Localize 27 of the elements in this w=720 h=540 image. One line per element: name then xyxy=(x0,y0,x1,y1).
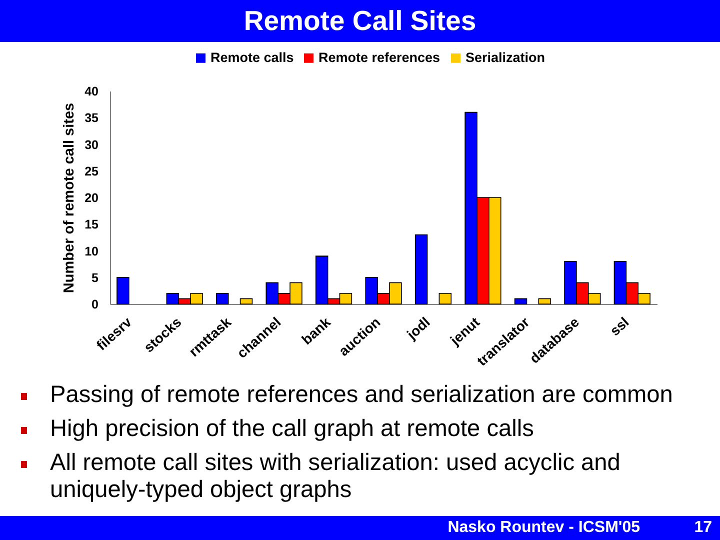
legend-label: Serialization xyxy=(466,50,546,66)
y-axis-title: Number of remote call sites xyxy=(62,102,78,294)
y-tick-label: 0 xyxy=(92,298,99,312)
y-tick-label: 35 xyxy=(84,111,99,126)
legend-label: Remote references xyxy=(318,50,440,66)
bar xyxy=(240,298,253,304)
bar xyxy=(438,292,452,304)
bar xyxy=(414,234,428,304)
y-tick-label: 15 xyxy=(84,218,99,232)
y-tick-label: 5 xyxy=(92,270,99,285)
y-tick-label: 25 xyxy=(84,164,99,178)
bar xyxy=(216,292,229,304)
bar xyxy=(514,298,528,304)
text: Passing of remote references and serialization are common xyxy=(50,382,673,408)
text: All remote call sites with serialization: used acyclic and uniquely-typed object graphs xyxy=(50,450,620,503)
y-tick-label: 10 xyxy=(84,244,99,258)
bar xyxy=(116,276,130,304)
y-tick-label: 30 xyxy=(84,138,99,152)
text: High precision of the call graph at remote calls xyxy=(50,416,534,442)
text: 17 xyxy=(694,518,712,538)
y-tick-label: 40 xyxy=(84,84,99,98)
legend-label: Remote calls xyxy=(210,50,294,66)
text: Nasko Rountev - ICSM'05 xyxy=(448,518,640,538)
y-tick-label: 20 xyxy=(84,191,99,205)
bar xyxy=(538,298,551,304)
chart-title: Remote Call Sites xyxy=(242,5,478,37)
x-tick-label: ssl xyxy=(606,314,632,339)
